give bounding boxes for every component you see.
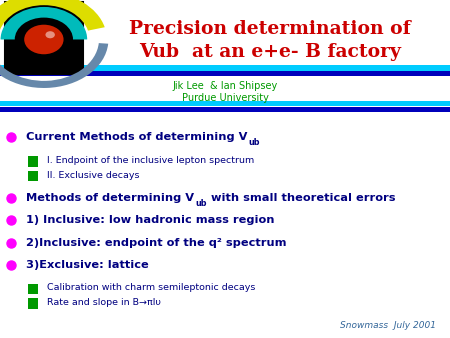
Text: ub: ub — [248, 139, 260, 147]
Circle shape — [45, 31, 55, 38]
Text: Methods of determining V: Methods of determining V — [26, 193, 194, 203]
FancyBboxPatch shape — [28, 298, 38, 309]
Circle shape — [24, 25, 63, 54]
Text: Snowmass  July 2001: Snowmass July 2001 — [341, 320, 436, 330]
Text: 3)Exclusive: lattice: 3)Exclusive: lattice — [26, 260, 149, 270]
FancyBboxPatch shape — [28, 171, 38, 181]
Text: Rate and slope in B→πlυ: Rate and slope in B→πlυ — [47, 298, 161, 307]
Bar — [0, 101, 450, 106]
Wedge shape — [0, 7, 87, 40]
Wedge shape — [0, 0, 105, 31]
Bar — [0, 71, 450, 76]
Text: Jik Lee  & Ian Shipsey: Jik Lee & Ian Shipsey — [172, 81, 278, 91]
Text: Calibration with charm semileptonic decays: Calibration with charm semileptonic deca… — [47, 284, 256, 292]
Text: ub: ub — [195, 199, 207, 208]
Text: Vub  at an e+e- B factory: Vub at an e+e- B factory — [139, 43, 401, 62]
Text: Current Methods of determining V: Current Methods of determining V — [26, 132, 248, 142]
Text: 1) Inclusive: low hadronic mass region: 1) Inclusive: low hadronic mass region — [26, 215, 274, 225]
Text: Precision determination of: Precision determination of — [129, 20, 411, 38]
FancyBboxPatch shape — [28, 284, 38, 294]
Text: Purdue University: Purdue University — [181, 93, 269, 103]
Text: I. Endpoint of the inclusive lepton spectrum: I. Endpoint of the inclusive lepton spec… — [47, 156, 255, 165]
Bar — [0, 65, 450, 71]
FancyBboxPatch shape — [28, 156, 38, 167]
Text: 2)Inclusive: endpoint of the q² spectrum: 2)Inclusive: endpoint of the q² spectrum — [26, 238, 287, 248]
Text: II. Exclusive decays: II. Exclusive decays — [47, 171, 140, 179]
Bar — [4, 2, 83, 74]
Bar — [0, 107, 450, 112]
Text: with small theoretical errors: with small theoretical errors — [207, 193, 396, 203]
Wedge shape — [0, 43, 108, 88]
